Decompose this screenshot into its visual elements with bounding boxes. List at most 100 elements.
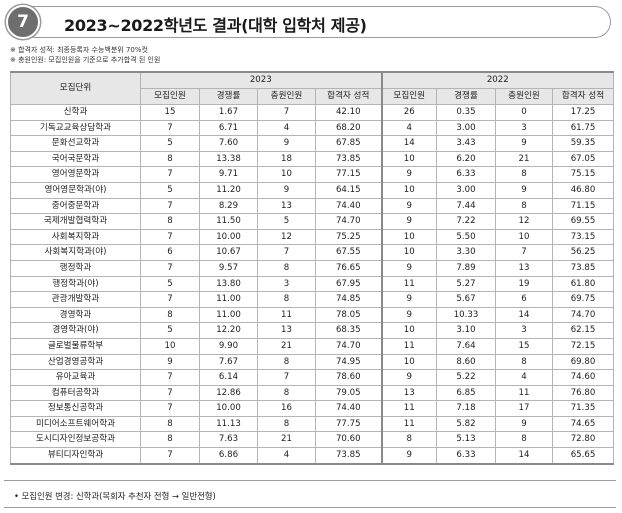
col-additional-2022: 충원인원 xyxy=(495,88,553,105)
table-row: 관광개발학과 7 11.00 8 74.85 9 5.67 6 69.75 xyxy=(10,291,614,308)
score-2022-cell: 76.80 xyxy=(552,384,614,402)
quota-2023-cell: 7 xyxy=(140,291,200,308)
quota-2022-cell: 11 xyxy=(380,400,437,417)
table-row: 미디어소프트웨어학과 8 11.13 8 77.75 11 5.82 9 74.65 xyxy=(10,415,614,433)
quota-2022-cell: 9 xyxy=(380,166,437,183)
quota-2022-cell: 9 xyxy=(380,259,437,277)
col-competition-2023: 경쟁률 xyxy=(199,88,258,105)
score-2022-cell: 17.25 xyxy=(552,104,614,121)
table-row: 행정학과 7 9.57 8 76.65 9 7.89 13 73.85 xyxy=(10,259,614,277)
additional-2022-cell: 3 xyxy=(495,119,553,137)
department-name-cell: 경영학과 xyxy=(10,306,141,324)
additional-2023-cell: 7 xyxy=(257,104,316,121)
competition-2023-cell: 6.14 xyxy=(199,369,258,386)
quota-2023-cell: 8 xyxy=(140,306,200,324)
footer-box: • 모집인원 변경: 신학과(목회자 추천자 전형 → 일반전형) xyxy=(4,480,616,508)
department-name-cell: 사회복지학과 xyxy=(10,228,141,246)
competition-2022-cell: 8.60 xyxy=(436,353,496,371)
score-2022-cell: 61.75 xyxy=(552,119,614,137)
additional-2022-cell: 17 xyxy=(495,400,553,417)
footer-note: • 모집인원 변경: 신학과(목회자 추천자 전형 → 일반전형) xyxy=(14,491,216,501)
quota-2023-cell: 9 xyxy=(140,353,200,371)
quota-2022-cell: 10 xyxy=(380,322,437,339)
additional-2023-cell: 8 xyxy=(257,415,316,433)
score-2023-cell: 74.70 xyxy=(315,213,382,230)
quota-2023-cell: 5 xyxy=(140,181,200,199)
competition-2023-cell: 10.00 xyxy=(199,400,258,417)
score-2023-cell: 74.40 xyxy=(315,400,382,417)
competition-2022-cell: 5.27 xyxy=(436,275,496,293)
score-2023-cell: 67.95 xyxy=(315,275,382,293)
additional-2022-cell: 9 xyxy=(495,135,553,152)
competition-2023-cell: 10.00 xyxy=(199,228,258,246)
competition-2023-cell: 9.90 xyxy=(199,337,258,355)
additional-2022-cell: 4 xyxy=(495,369,553,386)
section-number-badge: 7 xyxy=(6,5,40,39)
additional-2023-cell: 16 xyxy=(257,400,316,417)
table-row: 컴퓨터공학과 7 12.86 8 79.05 13 6.85 11 76.80 xyxy=(10,384,614,402)
additional-2022-cell: 8 xyxy=(495,197,553,215)
quota-2023-cell: 5 xyxy=(140,135,200,152)
table-body: 신학과 15 1.67 7 42.10 26 0.35 0 17.25 기독교교육상담학과 7 6.7… xyxy=(10,104,614,465)
header-frame xyxy=(18,6,611,38)
competition-2022-cell: 3.00 xyxy=(436,181,496,199)
quota-2023-cell: 7 xyxy=(140,228,200,246)
quota-2023-cell: 8 xyxy=(140,213,200,230)
quota-2022-cell: 9 xyxy=(380,447,437,465)
quota-2022-cell: 9 xyxy=(380,291,437,308)
additional-2022-cell: 7 xyxy=(495,244,553,261)
competition-2023-cell: 6.86 xyxy=(199,447,258,465)
additional-2023-cell: 9 xyxy=(257,181,316,199)
competition-2022-cell: 3.43 xyxy=(436,135,496,152)
competition-2023-cell: 12.86 xyxy=(199,384,258,402)
score-2023-cell: 74.70 xyxy=(315,337,382,355)
quota-2023-cell: 15 xyxy=(140,104,200,121)
score-2022-cell: 74.70 xyxy=(552,306,614,324)
quota-2022-cell: 14 xyxy=(380,135,437,152)
department-name-cell: 국제개발협력학과 xyxy=(10,213,141,230)
competition-2022-cell: 7.64 xyxy=(436,337,496,355)
competition-2023-cell: 1.67 xyxy=(199,104,258,121)
unit-header: 모집단위 xyxy=(10,71,141,105)
competition-2023-cell: 10.67 xyxy=(199,244,258,261)
score-2022-cell: 72.15 xyxy=(552,337,614,355)
additional-2022-cell: 19 xyxy=(495,275,553,293)
department-name-cell: 영어영문학과 xyxy=(10,166,141,183)
competition-2022-cell: 7.22 xyxy=(436,213,496,230)
score-2023-cell: 74.95 xyxy=(315,353,382,371)
score-2023-cell: 77.15 xyxy=(315,166,382,183)
score-2023-cell: 67.55 xyxy=(315,244,382,261)
competition-2023-cell: 9.57 xyxy=(199,259,258,277)
department-name-cell: 산업경영공학과 xyxy=(10,353,141,371)
quota-2022-cell: 10 xyxy=(380,228,437,246)
competition-2022-cell: 5.13 xyxy=(436,431,496,449)
quota-2022-cell: 8 xyxy=(380,431,437,449)
quota-2023-cell: 7 xyxy=(140,197,200,215)
quota-2022-cell: 11 xyxy=(380,337,437,355)
competition-2023-cell: 13.80 xyxy=(199,275,258,293)
competition-2023-cell: 11.00 xyxy=(199,306,258,324)
year-2022-header: 2022 xyxy=(380,71,614,89)
col-score-2022: 합격자 성적 xyxy=(552,88,614,105)
score-2022-cell: 73.15 xyxy=(552,228,614,246)
competition-2023-cell: 7.67 xyxy=(199,353,258,371)
section-header: 7 2023~2022학년도 결과(대학 입학처 제공) xyxy=(4,4,611,39)
additional-2022-cell: 8 xyxy=(495,353,553,371)
score-2023-cell: 70.60 xyxy=(315,431,382,449)
competition-2022-cell: 7.18 xyxy=(436,400,496,417)
competition-2022-cell: 0.35 xyxy=(436,104,496,121)
col-additional-2023: 충원인원 xyxy=(257,88,316,105)
quota-2022-cell: 11 xyxy=(380,275,437,293)
competition-2022-cell: 7.89 xyxy=(436,259,496,277)
score-2022-cell: 65.65 xyxy=(552,447,614,465)
additional-2023-cell: 10 xyxy=(257,166,316,183)
table-row: 문화선교학과 5 7.60 9 67.85 14 3.43 9 59.35 xyxy=(10,135,614,152)
table-row: 글로벌물류학부 10 9.90 21 74.70 11 7.64 15 72.15 xyxy=(10,337,614,355)
quota-2023-cell: 7 xyxy=(140,400,200,417)
competition-2022-cell: 6.33 xyxy=(436,166,496,183)
table-row: 뷰티디자인학과 7 6.86 4 73.85 9 6.33 14 65.65 xyxy=(10,447,614,465)
table-row: 사회복지학과(야) 6 10.67 7 67.55 10 3.30 7 56.25 xyxy=(10,244,614,261)
additional-2023-cell: 7 xyxy=(257,369,316,386)
competition-2022-cell: 5.67 xyxy=(436,291,496,308)
additional-2022-cell: 11 xyxy=(495,384,553,402)
